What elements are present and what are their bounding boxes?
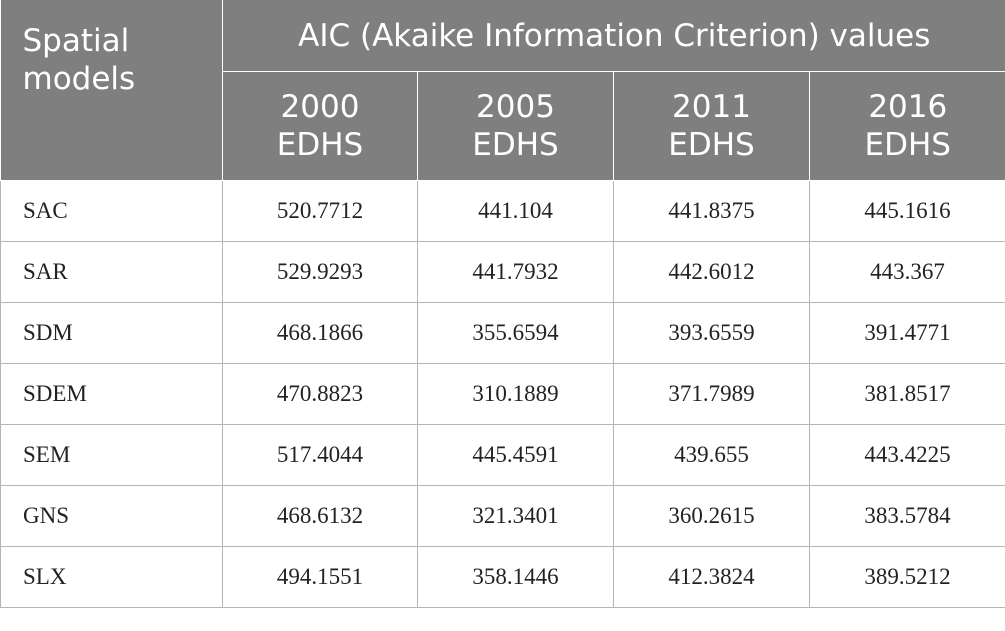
table-row: SAR 529.9293 441.7932 442.6012 443.367 xyxy=(0,241,1005,303)
aic-value-cell: 439.655 xyxy=(613,424,810,486)
aic-value-cell: 442.6012 xyxy=(613,241,810,303)
table-row: SLX 494.1551 358.1446 412.3824 389.5212 xyxy=(0,546,1005,608)
aic-value-cell: 310.1889 xyxy=(417,363,614,425)
header-row-group: Spatial models AIC (Akaike Information C… xyxy=(0,0,1005,181)
table-body: SAC 520.7712 441.104 441.8375 445.1616 S… xyxy=(0,180,1005,608)
aic-value-cell: 441.104 xyxy=(417,180,614,242)
column-header-survey: EDHS xyxy=(472,127,559,163)
aic-value-cell: 355.6594 xyxy=(417,302,614,364)
aic-value-cell: 468.1866 xyxy=(222,302,418,364)
column-header-survey: EDHS xyxy=(276,127,364,163)
aic-value-cell: 391.4771 xyxy=(808,302,1005,364)
column-header-survey: EDHS xyxy=(864,127,951,163)
aic-value-cell: 468.6132 xyxy=(222,485,418,547)
model-name-cell: SDM xyxy=(0,302,223,364)
aic-value-cell: 470.8823 xyxy=(222,363,418,425)
model-name-cell: SAC xyxy=(0,180,223,242)
table-row: SDEM 470.8823 310.1889 371.7989 381.8517 xyxy=(0,363,1005,425)
aic-value-cell: 445.4591 xyxy=(417,424,614,486)
aic-value-cell: 529.9293 xyxy=(222,241,418,303)
model-name-cell: SLX xyxy=(0,546,223,608)
table-row: SAC 520.7712 441.104 441.8375 445.1616 xyxy=(0,180,1005,242)
column-header-2000: 2000 EDHS xyxy=(222,71,418,181)
column-header-2011: 2011 EDHS xyxy=(613,71,810,181)
aic-value-cell: 389.5212 xyxy=(808,546,1005,608)
aic-value-cell: 321.3401 xyxy=(417,485,614,547)
aic-value-cell: 393.6559 xyxy=(613,302,810,364)
model-name-cell: SAR xyxy=(0,241,223,303)
column-header-year: 2005 xyxy=(476,89,555,125)
aic-value-cell: 358.1446 xyxy=(417,546,614,608)
aic-value-cell: 517.4044 xyxy=(222,424,418,486)
aic-value-cell: 441.8375 xyxy=(613,180,810,242)
table-row: GNS 468.6132 321.3401 360.2615 383.5784 xyxy=(0,485,1005,547)
aic-value-cell: 412.3824 xyxy=(613,546,810,608)
column-header-survey: EDHS xyxy=(668,127,755,163)
stub-header-line-2: models xyxy=(22,61,136,97)
aic-value-cell: 445.1616 xyxy=(808,180,1005,242)
group-header-cell: AIC (Akaike Information Criterion) value… xyxy=(221,0,1005,72)
table-row: SDM 468.1866 355.6594 393.6559 391.4771 xyxy=(0,302,1005,364)
stub-header-cell: Spatial models xyxy=(0,0,223,181)
column-header-2016: 2016 EDHS xyxy=(808,71,1005,181)
aic-value-cell: 443.4225 xyxy=(808,424,1005,486)
stub-header-line-1: Spatial xyxy=(22,23,130,59)
model-name-cell: SEM xyxy=(0,424,223,486)
aic-value-cell: 441.7932 xyxy=(417,241,614,303)
header-row-years: 2000 EDHS 2005 EDHS 2011 EDHS 2016 EDHS xyxy=(1,71,1005,181)
aic-value-cell: 443.367 xyxy=(808,241,1005,303)
model-name-cell: GNS xyxy=(0,485,223,547)
column-header-year: 2011 xyxy=(672,89,751,125)
model-name-cell: SDEM xyxy=(0,363,223,425)
column-header-year: 2000 xyxy=(280,89,360,125)
aic-table: Spatial models AIC (Akaike Information C… xyxy=(0,0,1005,608)
column-header-2005: 2005 EDHS xyxy=(417,71,614,181)
column-header-year: 2016 xyxy=(868,89,948,125)
aic-value-cell: 520.7712 xyxy=(222,180,418,242)
aic-value-cell: 383.5784 xyxy=(808,485,1005,547)
aic-value-cell: 360.2615 xyxy=(613,485,810,547)
aic-value-cell: 371.7989 xyxy=(613,363,810,425)
aic-value-cell: 381.8517 xyxy=(808,363,1005,425)
table-row: SEM 517.4044 445.4591 439.655 443.4225 xyxy=(0,424,1005,486)
table-header: Spatial models AIC (Akaike Information C… xyxy=(0,0,1005,181)
aic-value-cell: 494.1551 xyxy=(222,546,418,608)
